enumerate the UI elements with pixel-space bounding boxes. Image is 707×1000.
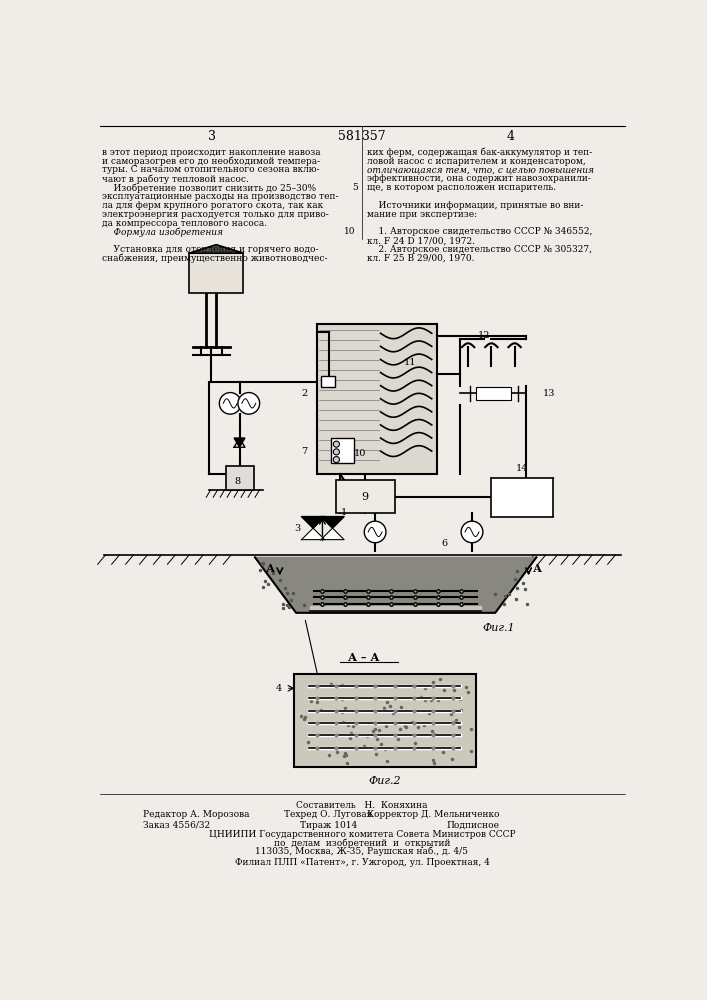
Text: ких ферм, содержащая бак-аккумулятор и теп-: ких ферм, содержащая бак-аккумулятор и т…	[368, 148, 592, 157]
Polygon shape	[234, 438, 245, 447]
Bar	[189, 253, 243, 293]
Text: 12: 12	[477, 331, 490, 340]
Polygon shape	[255, 557, 537, 613]
Text: 1: 1	[341, 508, 347, 517]
Text: А – А: А – А	[348, 652, 379, 663]
Polygon shape	[321, 528, 344, 540]
Text: ла для ферм крупного рогатого скота, так как: ла для ферм крупного рогатого скота, так…	[103, 201, 323, 210]
Text: 2. Авторское свидетельство СССР № 305327,: 2. Авторское свидетельство СССР № 305327…	[368, 245, 592, 254]
Circle shape	[333, 456, 339, 463]
Bar	[476, 387, 510, 400]
Text: ловой насос с испарителем и конденсатором,: ловой насос с испарителем и конденсаторо…	[368, 157, 586, 166]
Text: 10: 10	[344, 227, 356, 236]
Text: А: А	[266, 563, 275, 574]
Text: Фиг.1: Фиг.1	[483, 623, 515, 633]
Text: Редактор А. Морозова: Редактор А. Морозова	[143, 810, 249, 819]
Text: Заказ 4556/32: Заказ 4556/32	[143, 821, 210, 830]
Text: Тираж 1014: Тираж 1014	[300, 821, 357, 830]
Text: эксплуатационные расходы на производство теп-: эксплуатационные расходы на производство…	[103, 192, 339, 201]
Text: 113035, Москва, Ж-35, Раушская наб., д. 4/5: 113035, Москва, Ж-35, Раушская наб., д. …	[255, 847, 469, 856]
Polygon shape	[310, 606, 481, 611]
Polygon shape	[301, 528, 325, 540]
Text: 3: 3	[209, 130, 216, 143]
Text: 581357: 581357	[338, 130, 386, 143]
Text: в этот период происходит накопление навоза: в этот период происходит накопление наво…	[103, 148, 321, 157]
Polygon shape	[234, 438, 245, 447]
Bar	[337, 480, 395, 513]
Text: 6: 6	[442, 539, 448, 548]
Text: Источники информации, принятые во вни-: Источники информации, принятые во вни-	[368, 201, 584, 210]
Text: Составитель   Н.  Коняхина: Составитель Н. Коняхина	[296, 801, 428, 810]
Text: отличающаяся тем, что, с целью повышения: отличающаяся тем, что, с целью повышения	[368, 165, 595, 174]
Text: туры. С началом отопительного сезона вклю-: туры. С началом отопительного сезона вкл…	[103, 165, 320, 174]
Bar	[331, 438, 354, 463]
Text: 7: 7	[301, 447, 308, 456]
Text: кл. F 25 В 29/00, 1970.: кл. F 25 В 29/00, 1970.	[368, 254, 475, 263]
Text: Изобретение позволит снизить до 25–30%: Изобретение позволит снизить до 25–30%	[103, 183, 317, 193]
Text: А: А	[533, 563, 542, 574]
Circle shape	[219, 393, 241, 414]
Text: ще, в котором расположен испаритель.: ще, в котором расположен испаритель.	[368, 183, 556, 192]
Text: да компрессора теплового насоса.: да компрессора теплового насоса.	[103, 219, 267, 228]
Text: Установка для отопления и горячего водо-: Установка для отопления и горячего водо-	[103, 245, 319, 254]
Text: 11: 11	[404, 358, 416, 367]
Circle shape	[333, 441, 339, 447]
Text: кл. F 24 D 17/00, 1972.: кл. F 24 D 17/00, 1972.	[368, 236, 475, 245]
Text: 8: 8	[235, 477, 241, 486]
Circle shape	[461, 521, 483, 543]
Text: и саморазогрев его до необходимой темпера-: и саморазогрев его до необходимой темпер…	[103, 157, 320, 166]
Text: эффективности, она содержит навозохранили-: эффективности, она содержит навозохранил…	[368, 174, 591, 183]
Polygon shape	[321, 517, 344, 528]
Text: ЦНИИПИ Государственного комитета Совета Министров СССР: ЦНИИПИ Государственного комитета Совета …	[209, 830, 515, 839]
Text: Филиал ПЛП «Патент», г. Ужгород, ул. Проектная, 4: Филиал ПЛП «Патент», г. Ужгород, ул. Про…	[235, 858, 489, 867]
Bar	[491, 478, 554, 517]
Text: электроэнергия расходуется только для приво-: электроэнергия расходуется только для пр…	[103, 210, 329, 219]
Bar	[317, 324, 437, 474]
Text: Формула изобретения: Формула изобретения	[103, 227, 223, 237]
Text: 4: 4	[507, 130, 515, 143]
Text: 14: 14	[516, 464, 529, 473]
Bar	[321, 376, 335, 387]
Polygon shape	[189, 245, 243, 253]
Bar	[226, 466, 255, 490]
Circle shape	[238, 393, 259, 414]
Text: по  делам  изобретений  и  открытий: по делам изобретений и открытий	[274, 838, 450, 848]
Text: чают в работу тепловой насос.: чают в работу тепловой насос.	[103, 174, 249, 184]
Text: 9: 9	[361, 492, 368, 502]
Text: 4: 4	[276, 684, 282, 693]
Circle shape	[333, 449, 339, 455]
Text: мание при экспертизе:: мание при экспертизе:	[368, 210, 477, 219]
Text: Фиг.2: Фиг.2	[368, 776, 401, 786]
Text: 2: 2	[301, 389, 308, 398]
Circle shape	[364, 521, 386, 543]
Text: 5: 5	[352, 183, 358, 192]
Text: 10: 10	[354, 449, 366, 458]
Text: 13: 13	[543, 389, 556, 398]
Text: Подписное: Подписное	[446, 821, 499, 830]
Text: 3: 3	[295, 524, 300, 533]
Text: Корректор Д. Мельниченко: Корректор Д. Мельниченко	[367, 810, 499, 819]
Text: 1. Авторское свидетельство СССР № 346552,: 1. Авторское свидетельство СССР № 346552…	[368, 227, 592, 236]
Polygon shape	[301, 517, 325, 528]
Bar	[293, 674, 476, 767]
Text: Техред О. Луговая: Техред О. Луговая	[284, 810, 373, 819]
Text: снабжения, преимущественно животноводчес-: снабжения, преимущественно животноводчес…	[103, 254, 328, 263]
